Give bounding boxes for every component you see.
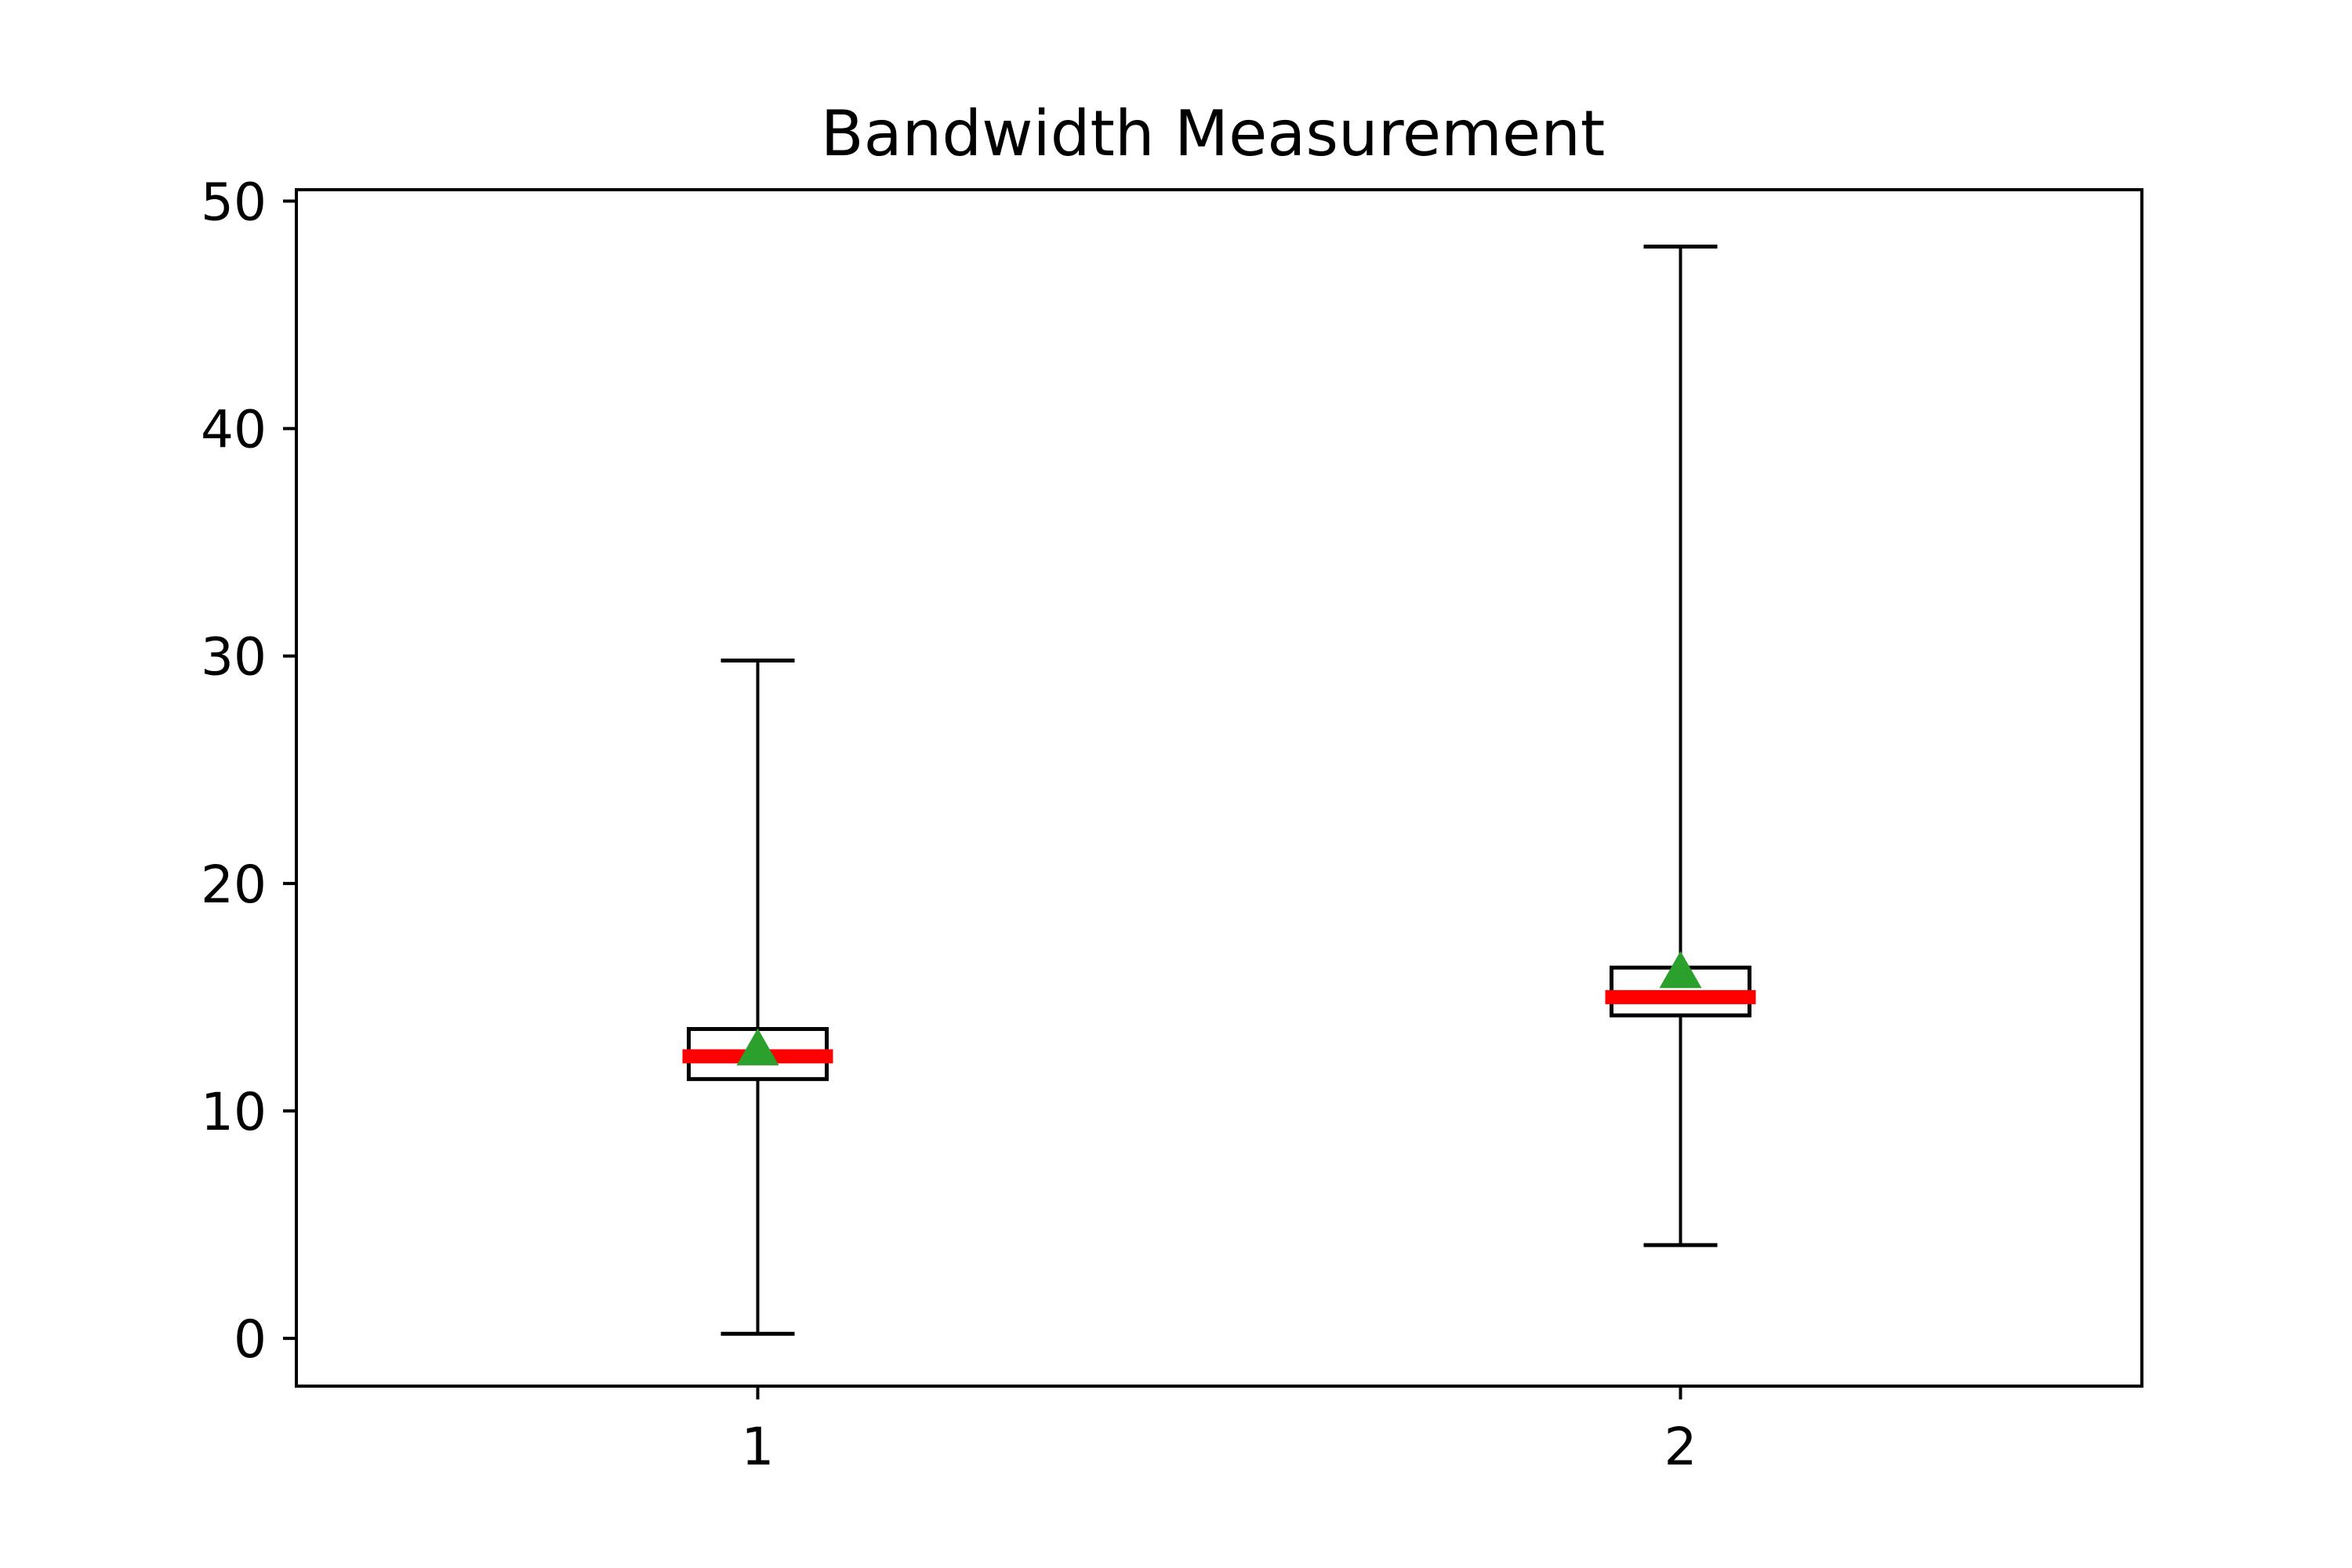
x-tick-label: 1 (742, 1417, 775, 1477)
box-series (682, 245, 1756, 1336)
y-tick-label: 0 (234, 1309, 267, 1370)
y-tick-label: 30 (201, 627, 267, 688)
box-2 (1605, 245, 1756, 1247)
y-axis: 0 10 20 30 40 50 (201, 172, 296, 1370)
mean-marker (736, 1028, 779, 1065)
mean-marker (1659, 950, 1702, 989)
y-tick-label: 20 (201, 855, 267, 915)
y-tick-label: 10 (201, 1082, 267, 1142)
box-1 (682, 659, 833, 1336)
x-tick-label: 2 (1664, 1417, 1697, 1477)
y-tick-label: 50 (201, 172, 267, 233)
y-tick-label: 40 (201, 400, 267, 460)
plot-area-frame (295, 188, 2143, 1388)
chart-title: Bandwidth Measurement (821, 97, 1606, 170)
